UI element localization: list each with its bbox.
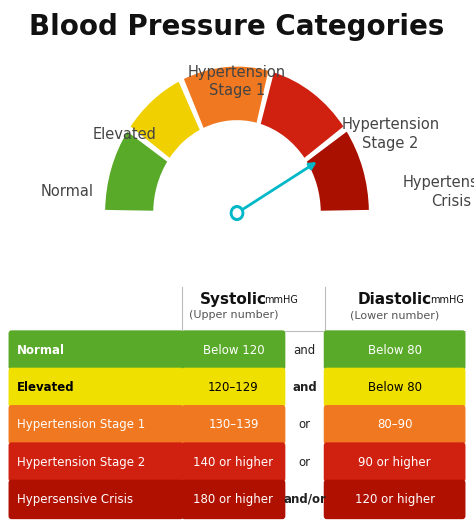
Wedge shape [129,80,201,159]
FancyBboxPatch shape [182,442,285,482]
Text: or: or [299,456,310,469]
Text: mmHG: mmHG [430,295,464,305]
FancyBboxPatch shape [324,405,465,444]
FancyBboxPatch shape [9,405,183,444]
Text: Elevated: Elevated [17,381,74,394]
Text: Systolic: Systolic [200,292,267,307]
Text: Hypertension Stage 2: Hypertension Stage 2 [17,456,145,469]
Text: Hypertension
Stage 2: Hypertension Stage 2 [341,117,439,151]
Text: Blood Pressure Categories: Blood Pressure Categories [29,13,445,41]
FancyBboxPatch shape [9,368,183,407]
Text: or: or [299,418,310,431]
Text: Below 120: Below 120 [202,343,264,357]
FancyBboxPatch shape [324,330,465,370]
Text: Below 80: Below 80 [368,343,421,357]
FancyBboxPatch shape [324,368,465,407]
FancyBboxPatch shape [182,480,285,519]
Text: Normal: Normal [17,343,64,357]
FancyBboxPatch shape [324,480,465,519]
Text: and/or: and/or [283,493,326,506]
FancyBboxPatch shape [324,442,465,482]
Text: Hypertension Stage 1: Hypertension Stage 1 [17,418,145,431]
Text: 80–90: 80–90 [377,418,412,431]
FancyBboxPatch shape [182,405,285,444]
Text: Hypersensive Crisis: Hypersensive Crisis [17,493,133,506]
Text: Normal: Normal [40,185,93,199]
Text: mmHG: mmHG [264,295,298,305]
Text: 180 or higher: 180 or higher [193,493,273,506]
Text: Hypertensive
Crisis: Hypertensive Crisis [403,175,474,209]
Text: (Upper number): (Upper number) [189,310,278,320]
Text: and: and [293,343,316,357]
Wedge shape [183,66,269,129]
FancyBboxPatch shape [182,368,285,407]
Text: Below 80: Below 80 [368,381,421,394]
Circle shape [233,209,241,217]
Text: 120–129: 120–129 [208,381,259,394]
Circle shape [230,206,244,220]
Text: and: and [292,381,317,394]
Text: Hypertension
Stage 1: Hypertension Stage 1 [188,65,286,98]
FancyBboxPatch shape [9,442,183,482]
Text: 90 or higher: 90 or higher [358,456,431,469]
FancyBboxPatch shape [9,480,183,519]
Text: Diastolic: Diastolic [357,292,432,307]
Wedge shape [104,130,168,211]
FancyBboxPatch shape [9,330,183,370]
Text: 140 or higher: 140 or higher [193,456,273,469]
FancyBboxPatch shape [182,330,285,370]
Text: Elevated: Elevated [92,127,156,141]
Text: (Lower number): (Lower number) [350,310,439,320]
Text: 130–139: 130–139 [208,418,259,431]
Wedge shape [260,72,345,159]
Wedge shape [306,130,370,211]
Text: 120 or higher: 120 or higher [355,493,435,506]
